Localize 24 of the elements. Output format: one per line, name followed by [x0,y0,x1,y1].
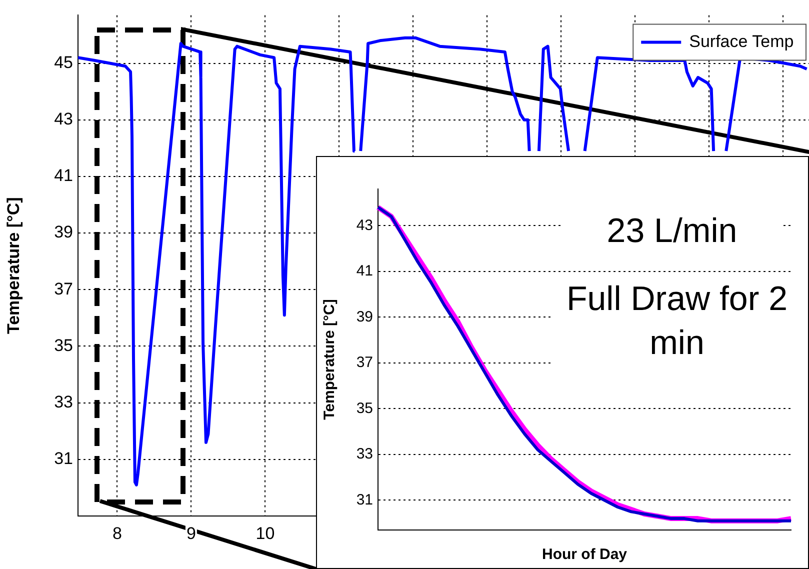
y-tick-label: 31 [54,449,73,468]
x-axis-title: Hour of Day [542,546,628,564]
y-tick-label: 45 [54,52,73,72]
annotation: Full Draw for 2 min [552,277,802,365]
y-tick-label: 41 [356,262,373,280]
y-axis-title: Temperature [°C] [321,299,338,420]
y-tick-label: 37 [54,279,73,298]
annotation: 23 L/min [562,209,782,253]
y-tick-label: 35 [356,400,373,417]
y-tick-label: 37 [356,354,373,372]
y-tick-label: 33 [356,446,373,463]
x-tick-label: 9 [186,524,196,543]
y-tick-label: 33 [54,392,73,412]
y-tick-label: 41 [54,166,73,186]
y-axis-title: Temperature [°C] [4,197,23,334]
y-tick-label: 39 [356,308,373,326]
y-tick-label: 35 [54,336,73,355]
y-tick-label: 43 [356,216,373,234]
x-tick-label: 10 [256,524,275,543]
legend-label: Surface Temp [689,32,794,51]
x-tick-label: 8 [112,524,122,543]
y-tick-label: 31 [356,491,373,508]
y-tick-label: 39 [54,222,73,242]
y-tick-label: 43 [54,110,73,129]
